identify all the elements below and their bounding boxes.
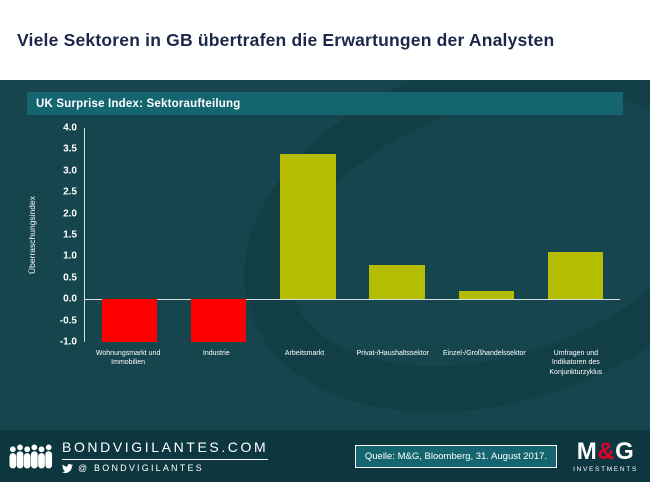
twitter-handle[interactable]: @ BONDVIGILANTES — [78, 463, 204, 473]
chart-area: UK Surprise Index: Sektoraufteilung Über… — [0, 80, 650, 430]
crowd-icon — [9, 444, 53, 469]
y-tick-label: 1.0 — [63, 250, 77, 262]
x-axis-label: Privat-/Haushaltssektor — [356, 350, 429, 357]
mg-logo: M&G INVESTMENTS — [573, 437, 638, 473]
bar-slot — [174, 128, 263, 342]
bar — [369, 264, 425, 300]
bars — [85, 128, 620, 342]
plot-area — [84, 128, 620, 342]
bar-slot — [85, 128, 174, 342]
chart: Überraschungsindex 4.0 3.5 3.0 2.5 2.0 1.5 1.0… — [24, 123, 620, 377]
bar — [101, 299, 158, 342]
mg-logo-ampersand: & — [597, 437, 616, 465]
source-note: Quelle: M&G, Bloomberg, 31. August 2017. — [354, 444, 558, 468]
bar — [458, 290, 514, 300]
y-tick-label: 1.5 — [63, 229, 77, 241]
y-axis-title: Überraschungsindex — [27, 196, 37, 274]
bar-slot — [531, 128, 620, 342]
x-axis-label: Arbeitsmarkt — [284, 350, 325, 357]
y-tick-label: -1.0 — [59, 336, 77, 348]
y-tick-label: -0.5 — [59, 315, 77, 327]
x-axis-label: Einzel-/Großhandelssektor — [442, 350, 526, 357]
page-title: Viele Sektoren in GB übertrafen die Erwa… — [17, 29, 555, 50]
y-tick-label: 2.0 — [63, 208, 77, 220]
chart-title-band: UK Surprise Index: Sektoraufteilung — [27, 92, 623, 115]
x-axis-label: Wohnungsmarkt und Immobilien — [95, 350, 161, 367]
y-tick-label: 3.5 — [63, 143, 77, 155]
x-axis-label: Umfragen und Indikatoren des Konjunkturz… — [549, 350, 603, 376]
y-axis-title-column: Überraschungsindex — [24, 128, 40, 342]
bar — [280, 153, 336, 300]
brand-url[interactable]: BONDVIGILANTES.COM — [62, 439, 269, 460]
plot-column: Wohnungsmarkt und Immobilien Industrie Arb… — [84, 128, 620, 377]
mg-logo-subtitle: INVESTMENTS — [573, 465, 638, 473]
chart-title: UK Surprise Index: Sektoraufteilung — [36, 97, 241, 110]
bar-slot — [353, 128, 442, 342]
y-tick-label: 0.5 — [63, 272, 77, 284]
bar-slot — [442, 128, 531, 342]
bar — [191, 299, 247, 342]
brand-block: BONDVIGILANTES.COM @ BONDVIGILANTES — [62, 439, 269, 474]
x-labels: Wohnungsmarkt und Immobilien Industrie Arb… — [84, 349, 620, 377]
y-tick-label: 3.0 — [63, 165, 77, 177]
header: Viele Sektoren in GB übertrafen die Erwa… — [0, 0, 650, 80]
twitter-icon — [62, 463, 73, 473]
zero-line — [85, 299, 620, 301]
bar-slot — [263, 128, 352, 342]
y-tick-label: 2.5 — [63, 186, 77, 198]
footer: BONDVIGILANTES.COM @ BONDVIGILANTES Quel… — [0, 430, 650, 482]
bar — [547, 252, 604, 300]
x-axis-label: Industrie — [202, 350, 230, 357]
y-tick-label: 4.0 — [63, 122, 77, 134]
twitter-row[interactable]: @ BONDVIGILANTES — [62, 463, 268, 474]
mg-logo-wordmark: M&G — [576, 437, 635, 465]
y-tick-label: 0.0 — [63, 293, 77, 305]
y-axis: 4.0 3.5 3.0 2.5 2.0 1.5 1.0 0.5 0.0 -0.5 -1.0 — [40, 123, 84, 348]
